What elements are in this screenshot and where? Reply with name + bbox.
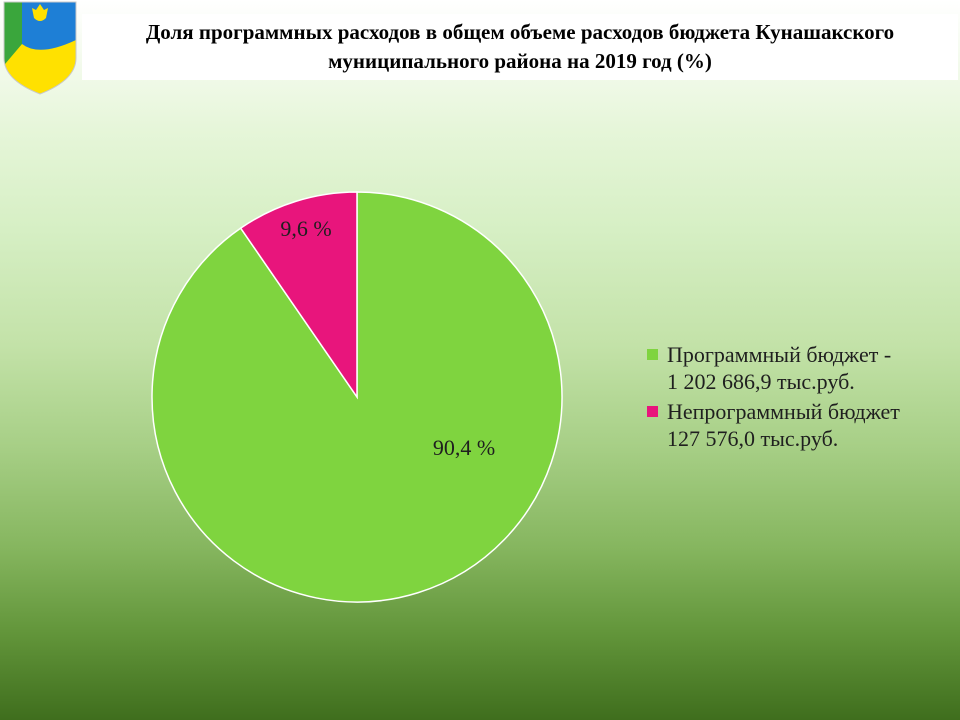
legend-label-program-line1: Программный бюджет - [667,342,892,367]
legend-item-program: Программный бюджет - 1 202 686,9 тыс.руб… [647,341,947,395]
legend: Программный бюджет - 1 202 686,9 тыс.руб… [647,341,947,455]
legend-item-nonprogram: Непрограммный бюджет 127 576,0 тыс.руб. [647,398,947,452]
emblem-yellow-field [4,38,76,94]
emblem-outline [3,1,77,95]
pie-label-nonprogram: 9,6 % [280,216,331,241]
title-line-1: Доля программных расходов в общем объеме… [145,20,895,44]
legend-label-nonprogram-line2: 127 576,0 тыс.руб. [667,426,839,451]
legend-swatch-program [647,349,658,360]
pie-slice-nonprogram [239,191,358,400]
emblem-flower-icon [32,4,48,21]
legend-swatch-nonprogram [647,406,658,417]
title-line-2: муниципального района на 2019 год (%) [328,49,712,73]
legend-label-program-line2: 1 202 686,9 тыс.руб. [667,369,855,394]
legend-label-nonprogram-line1: Непрограммный бюджет [667,399,900,424]
pie-label-program: 90,4 % [433,435,495,460]
title-box: Доля программных расходов в общем объеме… [82,14,958,80]
coat-of-arms-icon [3,1,77,95]
